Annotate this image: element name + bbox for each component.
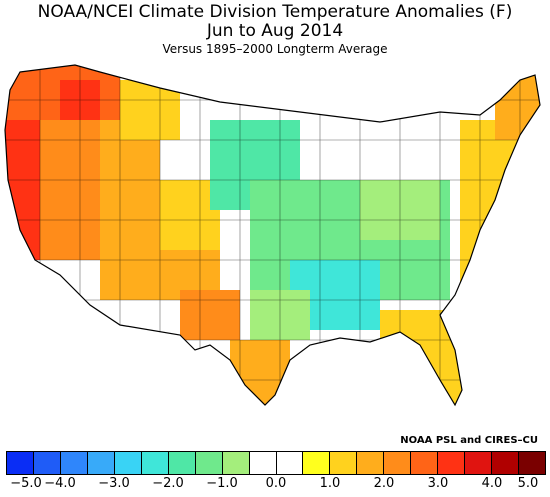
map-title: NOAA/NCEI Climate Division Temperature A… xyxy=(37,2,513,22)
legend-swatch xyxy=(7,452,34,474)
legend-tick-label: 0.0 xyxy=(265,476,287,491)
region-idaho-montana xyxy=(120,80,180,140)
legend-swatch xyxy=(276,452,304,474)
legend-tick-label: 4.0 xyxy=(481,476,503,491)
legend-swatch xyxy=(303,452,331,474)
legend-swatch xyxy=(33,452,61,474)
legend-tick-label: 5.0 xyxy=(517,476,539,491)
credit-text: NOAA PSL and CIRES–CU xyxy=(400,435,538,446)
region-northeast xyxy=(460,120,540,300)
legend-tick-label: −5.0 xyxy=(10,476,42,491)
us-outline xyxy=(4,64,541,407)
legend-swatch xyxy=(411,452,439,474)
baseline-subtitle: Versus 1895–2000 Longterm Average xyxy=(162,42,388,56)
legend-swatch xyxy=(357,452,385,474)
legend-swatch xyxy=(60,452,88,474)
legend-tick-label: 1.0 xyxy=(319,476,341,491)
legend-swatch xyxy=(222,452,250,474)
legend-swatch xyxy=(438,452,466,474)
legend-ticks: −5.0 −4.0 −3.0 −2.0 −1.0 0.0 1.0 2.0 3.0 4.0 5.0 xyxy=(6,476,546,494)
legend-swatch xyxy=(195,452,223,474)
region-new-mexico xyxy=(180,290,240,340)
us-anomaly-map xyxy=(4,64,541,407)
legend-tick-label: −2.0 xyxy=(152,476,184,491)
legend-swatch xyxy=(384,452,412,474)
legend-swatch xyxy=(519,452,546,474)
legend-tick-label: −1.0 xyxy=(206,476,238,491)
legend-swatch xyxy=(249,452,277,474)
legend-swatch xyxy=(114,452,142,474)
legend-swatch xyxy=(492,452,520,474)
legend-swatch xyxy=(168,452,196,474)
legend-swatch xyxy=(87,452,115,474)
legend-swatch xyxy=(330,452,358,474)
legend-tick-label: 3.0 xyxy=(427,476,449,491)
color-legend xyxy=(6,451,546,475)
legend-tick-label: −3.0 xyxy=(98,476,130,491)
region-california-interior xyxy=(40,120,100,260)
legend-tick-label: 2.0 xyxy=(373,476,395,491)
legend-swatch xyxy=(141,452,169,474)
legend-swatch xyxy=(465,452,493,474)
period-subtitle: Jun to Aug 2014 xyxy=(206,21,344,41)
legend-tick-label: −4.0 xyxy=(44,476,76,491)
